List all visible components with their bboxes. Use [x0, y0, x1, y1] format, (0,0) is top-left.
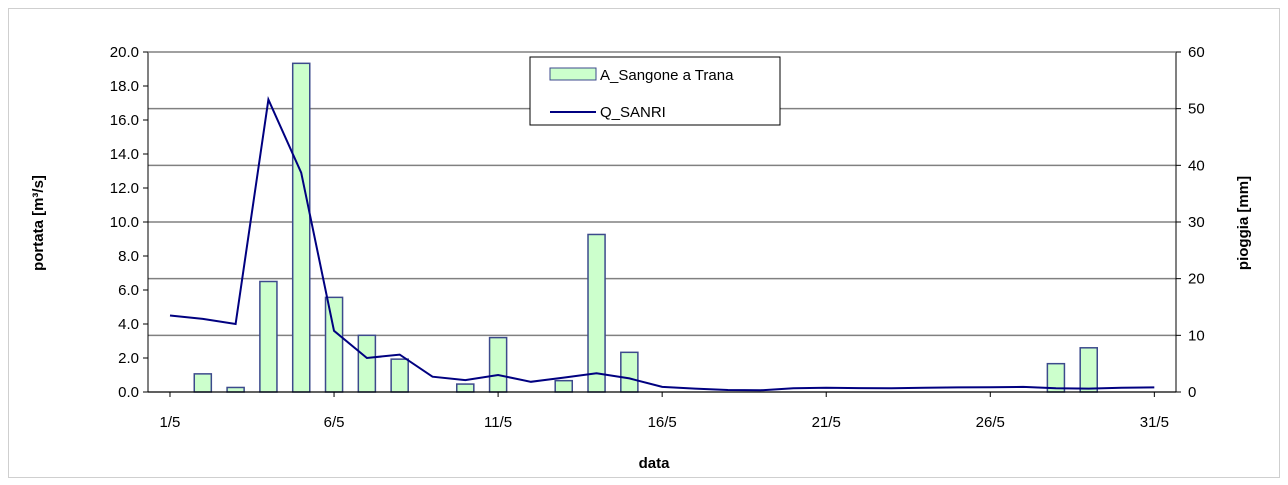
x-axis-title: data: [639, 455, 671, 472]
x-tick-label: 16/5: [648, 414, 677, 431]
flow-line: [169, 96, 1155, 392]
right-tick-labels: 0 10 20 30 40 50 60: [1176, 44, 1205, 401]
x-tick-label: 6/5: [324, 414, 345, 431]
legend-label-bars: A_Sangone a Trana: [600, 67, 734, 84]
x-tick-label: 31/5: [1140, 414, 1169, 431]
left-tick-label: 16.0: [110, 112, 139, 129]
left-tick-label: 8.0: [118, 248, 139, 265]
left-tick-label: 0.0: [118, 384, 139, 401]
x-tick-label: 1/5: [160, 414, 181, 431]
left-tick-label: 10.0: [110, 214, 139, 231]
right-tick-label: 10: [1188, 327, 1205, 344]
x-tick-label: 26/5: [976, 414, 1005, 431]
bar: [1079, 347, 1099, 393]
right-tick-label: 30: [1188, 214, 1205, 231]
right-axis-title: pioggia [mm]: [1235, 176, 1252, 270]
legend-label-line: Q_SANRI: [600, 104, 666, 121]
bar: [587, 233, 606, 393]
x-tick-label: 21/5: [812, 414, 841, 431]
left-axis-title: portata [m³/s]: [30, 175, 47, 271]
left-tick-label: 12.0: [110, 180, 139, 197]
legend-swatch-bars: [549, 67, 597, 81]
right-tick-label: 50: [1188, 101, 1205, 118]
bar: [259, 280, 278, 393]
left-tick-label: 14.0: [110, 146, 139, 163]
bar: [291, 62, 311, 393]
x-tick-label: 11/5: [484, 414, 512, 431]
bar: [226, 386, 245, 393]
series-line: [169, 96, 1155, 392]
bar: [456, 383, 475, 393]
bar: [324, 296, 344, 393]
right-tick-label: 0: [1188, 384, 1196, 401]
right-tick-label: 60: [1188, 44, 1205, 61]
left-tick-labels: 0.0 2.0 4.0 6.0 8.0 10.0 12.0 14.0 16.0 18.0 20.0: [110, 44, 148, 401]
bar: [554, 379, 574, 393]
left-tick-label: 4.0: [118, 316, 139, 333]
bar: [390, 358, 409, 393]
right-tick-label: 20: [1188, 271, 1205, 288]
right-tick-label: 40: [1188, 157, 1205, 174]
left-tick-label: 6.0: [118, 282, 139, 299]
bar: [620, 351, 639, 393]
x-tick-labels: 1/5 6/5 11/5 16/5 21/5 26/5 31/5: [160, 392, 1169, 431]
left-tick-label: 20.0: [110, 44, 139, 61]
bar: [357, 334, 377, 393]
bar: [193, 373, 213, 393]
bar: [488, 336, 508, 393]
legend: A_Sangone a Trana Q_SANRI: [529, 56, 781, 126]
left-tick-label: 2.0: [118, 350, 139, 367]
left-tick-label: 18.0: [110, 78, 139, 95]
